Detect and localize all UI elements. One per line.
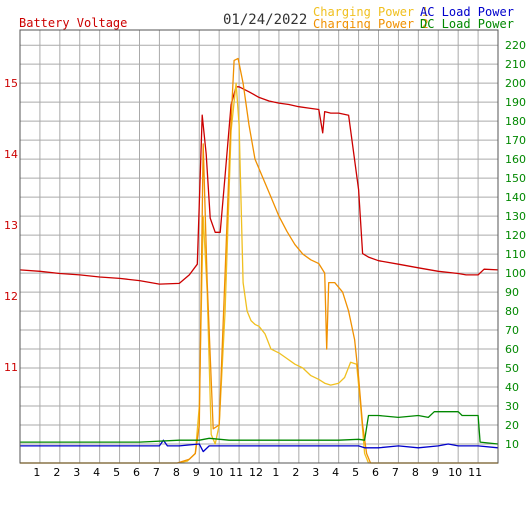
series-lines — [19, 57, 499, 464]
y-left-tick-label: 12 — [4, 290, 18, 303]
y-left-tick-label: 11 — [4, 361, 18, 374]
x-tick-label: 7 — [153, 466, 160, 479]
series-battery-voltage — [19, 86, 499, 285]
y-left-tick-label: 13 — [4, 219, 18, 232]
grid — [20, 30, 498, 463]
x-tick-label: 9 — [432, 466, 439, 479]
x-tick-label: 5 — [113, 466, 120, 479]
x-tick-label: 1 — [33, 466, 40, 479]
y-right-tick-label: 10 — [505, 438, 519, 451]
y-left-tick-label: 14 — [4, 148, 18, 161]
x-tick-label: 4 — [332, 466, 339, 479]
legend-charging-power-2: Charging Power 2 — [313, 17, 429, 31]
y-right-tick-label: 80 — [505, 305, 519, 318]
y-right-tick-label: 50 — [505, 362, 519, 375]
x-tick-label: 6 — [133, 466, 140, 479]
y-right-tick-label: 90 — [505, 286, 519, 299]
y-right-tick-label: 210 — [505, 58, 526, 71]
x-tick-label: 8 — [173, 466, 180, 479]
x-tick-label: 6 — [372, 466, 379, 479]
series-dc-load-power — [20, 411, 499, 445]
y-right-tick-label: 20 — [505, 419, 519, 432]
y-right-tick-label: 200 — [505, 77, 526, 90]
x-tick-label: 5 — [352, 466, 359, 479]
y-right-tick-label: 120 — [505, 229, 526, 242]
plot-border — [19, 29, 499, 464]
y-right-tick-label: 220 — [505, 39, 526, 52]
y-right-tick-label: 180 — [505, 115, 526, 128]
legend-charging-power-1: Charging Power 1 — [313, 5, 429, 19]
y-right-tick-label: 160 — [505, 153, 526, 166]
y-right-tick-label: 170 — [505, 134, 526, 147]
x-tick-label: 11 — [468, 466, 482, 479]
chart-date: 01/24/2022 — [223, 12, 308, 28]
x-tick-label: 10 — [448, 466, 462, 479]
x-tick-label: 10 — [209, 466, 223, 479]
x-tick-label: 3 — [73, 466, 80, 479]
y-right-tick-label: 60 — [505, 343, 519, 356]
y-right-tick-label: 30 — [505, 400, 519, 413]
x-tick-label: 8 — [412, 466, 419, 479]
y-right-tick-label: 130 — [505, 210, 526, 223]
legend-dc-load-power: DC Load Power — [420, 17, 514, 31]
y-right-tick-label: 150 — [505, 172, 526, 185]
x-tick-label: 9 — [193, 466, 200, 479]
x-tick-label: 3 — [312, 466, 319, 479]
x-tick-label: 2 — [292, 466, 299, 479]
y-right-tick-labels: 10 20 30 40 50 60 70 80 90 100 110 120 130 140 150 160 1… — [505, 39, 526, 451]
y-right-tick-label: 140 — [505, 191, 526, 204]
y-right-tick-label: 190 — [505, 96, 526, 109]
x-tick-label: 2 — [53, 466, 60, 479]
x-tick-label: 4 — [93, 466, 100, 479]
y-right-tick-label: 40 — [505, 381, 519, 394]
x-tick-label: 7 — [392, 466, 399, 479]
left-axis-title: Battery Voltage — [19, 16, 128, 30]
y-left-tick-label: 15 — [4, 77, 18, 90]
x-tick-label: 11 — [229, 466, 243, 479]
y-right-tick-label: 70 — [505, 324, 519, 337]
series-ac-load-power — [20, 439, 499, 453]
legend-ac-load-power: AC Load Power — [420, 5, 514, 19]
x-tick-label: 12 — [249, 466, 263, 479]
y-right-tick-label: 100 — [505, 267, 526, 280]
series-charging-power-2 — [20, 57, 498, 464]
y-left-tick-labels: 11 12 13 14 15 — [4, 77, 18, 374]
x-tick-label: 1 — [272, 466, 279, 479]
y-right-tick-label: 110 — [505, 248, 526, 261]
x-tick-labels: 1 2 3 4 5 6 7 8 9 10 11 12 1 2 3 4 5 6 7 8 9 10 11 — [33, 466, 482, 479]
